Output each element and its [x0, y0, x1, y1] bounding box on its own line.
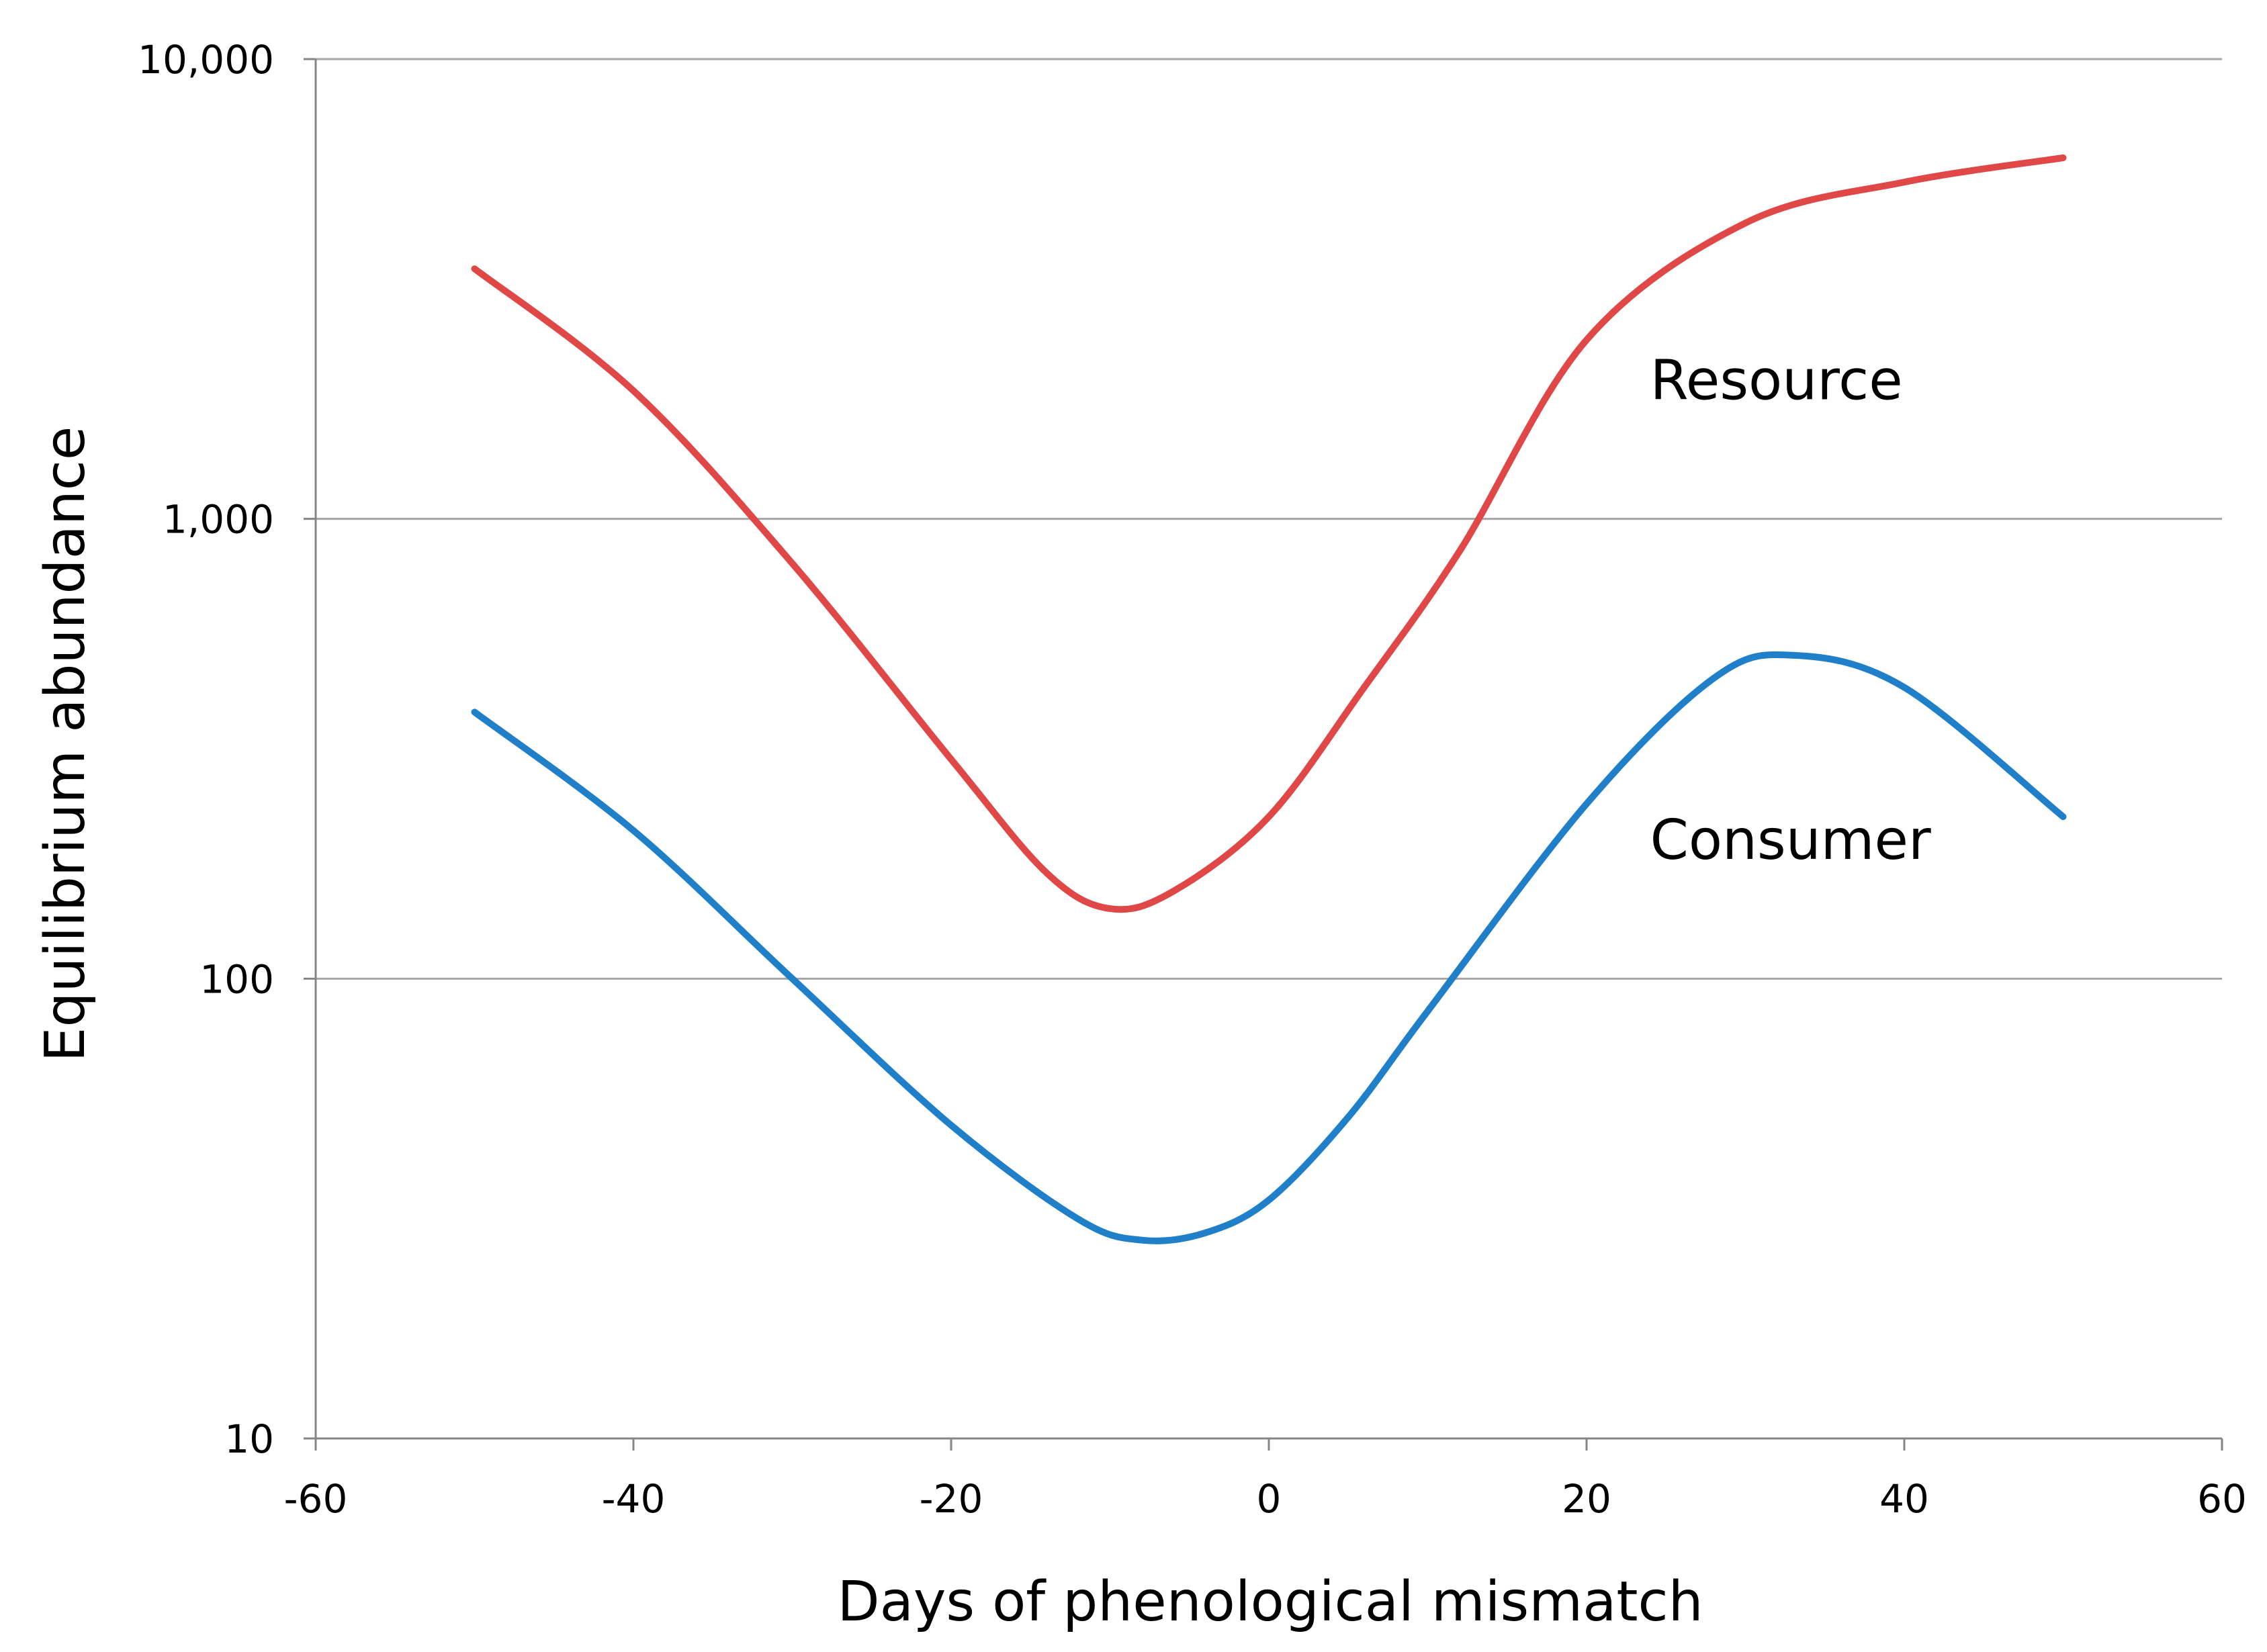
y-tick-label: 10: [224, 1416, 274, 1462]
x-tick-label: -60: [284, 1476, 348, 1522]
x-tick-label: -40: [602, 1476, 666, 1522]
x-tick-label: 0: [1257, 1476, 1282, 1522]
x-axis-title: Days of phenological mismatch: [837, 1570, 1703, 1634]
x-tick-label: 20: [1562, 1476, 1611, 1522]
y-tick-label: 10,000: [138, 37, 274, 83]
consumer-series-line: [471, 651, 2067, 1244]
series-labels: Resource Consumer: [1650, 349, 1931, 873]
x-tick-label: 40: [1879, 1476, 1929, 1522]
x-tick-label: 60: [2197, 1476, 2247, 1522]
x-tick-label: -20: [920, 1476, 983, 1522]
consumer-series-label: Consumer: [1650, 809, 1931, 872]
grid-lines: [316, 58, 2222, 980]
resource-series-label: Resource: [1650, 349, 1903, 413]
axes: [304, 58, 2223, 1451]
series-lines: [471, 154, 2067, 1244]
y-tick-label: 1,000: [163, 497, 274, 543]
y-axis-title: Equilibrium abundance: [34, 426, 97, 1062]
resource-series-line: [471, 154, 2067, 913]
y-tick-label: 100: [199, 956, 274, 1002]
tick-labels: 10 100 1,000 10,000 -60 -40 -20 0 20 40 60: [138, 37, 2247, 1522]
